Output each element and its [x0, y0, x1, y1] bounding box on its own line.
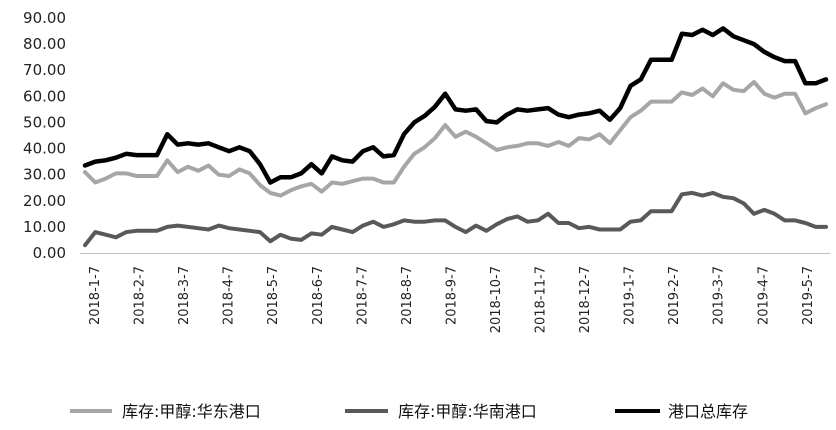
x-tick-label: 2018-6-7	[311, 266, 326, 325]
x-tick-label: 2019-2-7	[667, 266, 682, 325]
y-tick-label: 60.00	[23, 87, 66, 105]
series-line	[83, 190, 828, 248]
x-tick-label: 2018-7-7	[355, 266, 370, 325]
legend-label: 库存:甲醇:华南港口	[398, 402, 537, 421]
legend-label: 港口总库存	[668, 402, 748, 421]
y-tick-label: 90.00	[23, 9, 66, 27]
x-axis-ticks: 2018-1-7 2018-2-7 2018-3-7 2018-4-7 2018-5-7…	[88, 266, 816, 333]
y-tick-label: 10.00	[23, 218, 66, 236]
y-tick-label: 50.00	[23, 113, 66, 131]
y-tick-label: 70.00	[23, 61, 66, 79]
x-tick-label: 2019-5-7	[801, 266, 816, 325]
series-lines	[82, 26, 829, 248]
y-tick-label: 20.00	[23, 192, 66, 210]
x-tick-label: 2018-10-7	[489, 266, 504, 333]
x-tick-label: 2019-1-7	[623, 266, 638, 325]
x-tick-label: 2018-4-7	[222, 266, 237, 325]
x-tick-label: 2019-3-7	[712, 266, 727, 325]
y-tick-label: 80.00	[23, 35, 66, 53]
y-tick-label: 30.00	[23, 166, 66, 184]
x-tick-label: 2018-9-7	[444, 266, 459, 325]
x-tick-label: 2018-12-7	[578, 266, 593, 333]
y-tick-label: 0.00	[33, 244, 66, 262]
y-axis-ticks: 0.00 10.00 20.00 30.00 40.00 50.00 60.00 70.00 8…	[23, 9, 66, 262]
y-tick-label: 40.00	[23, 140, 66, 158]
x-tick-label: 2018-11-7	[534, 266, 549, 333]
series-line	[82, 26, 829, 185]
legend: 库存:甲醇:华东港口 库存:甲醇:华南港口 港口总库存	[70, 402, 748, 421]
series-line	[83, 80, 828, 198]
x-tick-label: 2018-2-7	[133, 266, 148, 325]
x-tick-label: 2019-4-7	[756, 266, 771, 325]
legend-label: 库存:甲醇:华东港口	[122, 402, 261, 421]
x-tick-label: 2018-1-7	[88, 266, 103, 325]
x-tick-label: 2018-3-7	[177, 266, 192, 325]
x-tick-label: 2018-5-7	[266, 266, 281, 325]
x-tick-label: 2018-8-7	[400, 266, 415, 325]
